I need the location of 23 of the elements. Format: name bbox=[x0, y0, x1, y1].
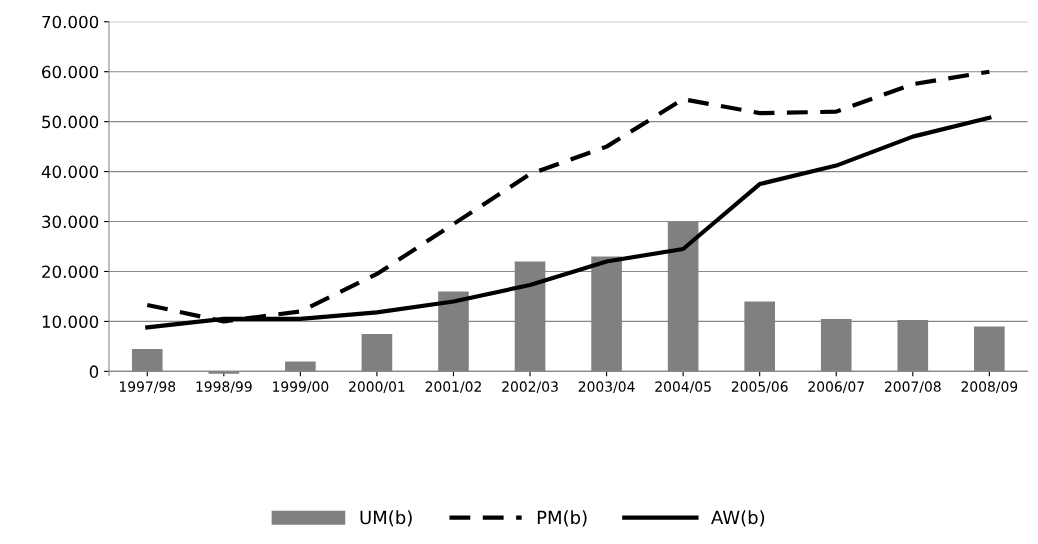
x-tick-label: 2005/06 bbox=[731, 381, 788, 393]
y-tick-label: 0 bbox=[89, 365, 99, 378]
legend-label: PM(b) bbox=[537, 510, 587, 527]
y-tick-label: 70.000 bbox=[42, 15, 99, 29]
x-tick-label: 2008/09 bbox=[961, 381, 1018, 393]
x-tick-label: 1998/99 bbox=[196, 381, 252, 393]
y-tick-label: 20.000 bbox=[42, 265, 99, 279]
x-tick-label: 2001/02 bbox=[425, 381, 481, 393]
y-tick-label: 30.000 bbox=[42, 215, 99, 229]
y-tick-label: 50.000 bbox=[42, 115, 99, 129]
y-tick-label: 10.000 bbox=[42, 315, 99, 328]
x-tick-label: 1999/00 bbox=[273, 381, 329, 393]
x-tick-label: 2007/08 bbox=[884, 381, 941, 393]
x-tick-label: 2006/07 bbox=[808, 381, 864, 393]
legend-label: UM(b) bbox=[360, 510, 412, 527]
x-tick-label: 2000/01 bbox=[349, 381, 405, 393]
y-tick-label: 40.000 bbox=[41, 165, 99, 179]
x-tick-label: 2002/03 bbox=[502, 381, 558, 393]
y-tick-label: 60.000 bbox=[42, 65, 99, 79]
x-tick-label: 2003/04 bbox=[578, 381, 635, 393]
legend-label: AW(b) bbox=[711, 510, 765, 527]
x-tick-label: 2004/05 bbox=[655, 381, 711, 393]
x-tick-label: 1997/98 bbox=[119, 381, 176, 393]
